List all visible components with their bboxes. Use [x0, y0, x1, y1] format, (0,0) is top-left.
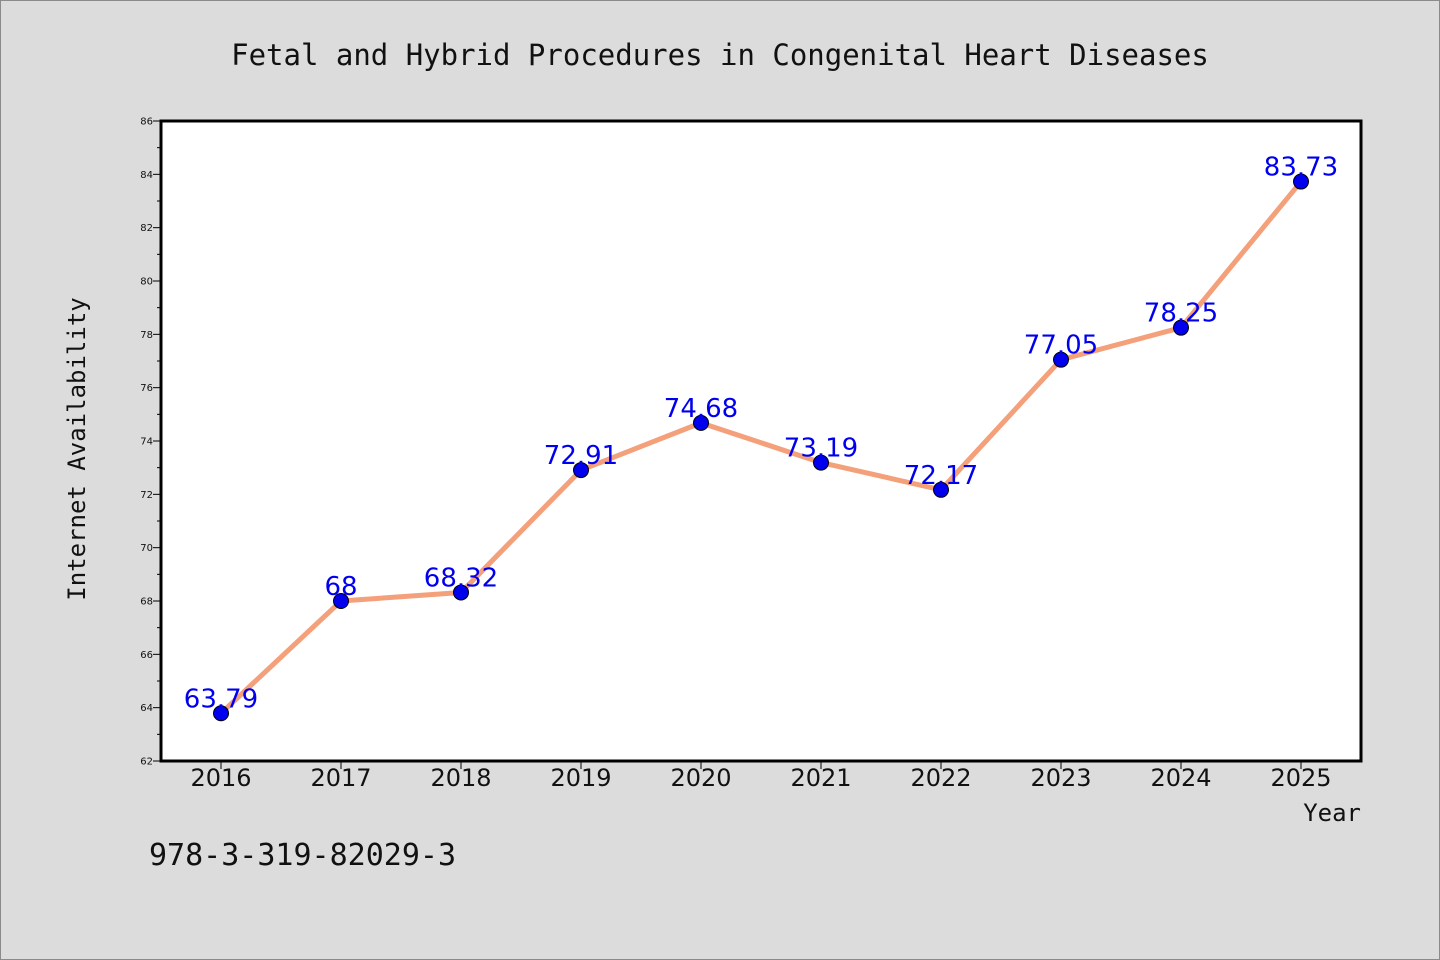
y-axis-ticks: 62 64 66 68 70 72 74 76 78 80 82 84 86	[140, 117, 161, 768]
y-tick-label-10: 82	[140, 223, 153, 234]
y-tick-label-0: 62	[140, 757, 153, 768]
y-tick-label-9: 80	[140, 277, 153, 288]
data-point-8	[1173, 319, 1189, 336]
x-tick-label-6: 2022	[910, 764, 971, 792]
x-tick-label-1: 2017	[310, 764, 371, 792]
data-label-9: 83.73	[1264, 153, 1338, 183]
x-tick-label-5: 2021	[790, 764, 851, 792]
plot-frame	[159, 119, 1363, 763]
data-point-2	[453, 584, 469, 601]
data-label-0: 63.79	[184, 684, 258, 714]
data-label-3: 72.91	[544, 441, 618, 471]
y-tick-label-7: 76	[140, 383, 153, 394]
chart-title: Fetal and Hybrid Procedures in Congenita…	[231, 38, 1209, 72]
y-tick-label-11: 84	[140, 170, 153, 181]
data-point-6	[933, 481, 949, 498]
data-label-2: 68.32	[424, 563, 498, 593]
data-point-4	[693, 414, 709, 431]
x-tick-label-3: 2019	[550, 764, 611, 792]
data-markers	[213, 173, 1309, 722]
y-tick-label-4: 70	[140, 543, 153, 554]
x-axis-label: Year	[1303, 799, 1361, 827]
x-tick-label-8: 2024	[1150, 764, 1211, 792]
data-point-1	[333, 593, 349, 609]
data-point-0	[213, 705, 229, 722]
y-tick-label-3: 68	[140, 597, 153, 608]
y-tick-label-12: 86	[140, 117, 153, 128]
x-tick-label-9: 2025	[1270, 764, 1331, 792]
y-tick-label-1: 64	[140, 703, 153, 714]
data-point-7	[1053, 351, 1069, 368]
x-tick-label-7: 2023	[1030, 764, 1091, 792]
data-label-4: 74.68	[664, 394, 738, 424]
y-axis-label: Internet Availability	[63, 297, 91, 600]
data-labels: 63.79 68 68.32 72.91 74.68 73.19 72.17 77.05 78.…	[184, 153, 1338, 715]
y-tick-label-2: 66	[140, 650, 153, 661]
y-tick-label-5: 72	[140, 490, 153, 501]
x-axis-ticks: 2016 2017 2018 2019 2020 2021 2022 2023 2024 2025	[190, 761, 1332, 792]
series-line	[219, 179, 1303, 716]
data-label-1: 68	[324, 572, 357, 602]
data-label-8: 78.25	[1144, 299, 1218, 329]
data-point-3	[573, 462, 589, 479]
data-label-5: 73.19	[784, 434, 858, 464]
isbn-footer: 978-3-319-82029-3	[149, 838, 456, 873]
y-tick-label-6: 74	[140, 437, 153, 448]
data-label-7: 77.05	[1024, 331, 1098, 361]
x-tick-label-4: 2020	[670, 764, 731, 792]
data-point-9	[1293, 173, 1309, 190]
data-label-6: 72.17	[904, 461, 978, 491]
y-tick-label-8: 78	[140, 330, 153, 341]
x-tick-label-2: 2018	[430, 764, 491, 792]
x-tick-label-0: 2016	[190, 764, 251, 792]
data-point-5	[813, 454, 829, 471]
